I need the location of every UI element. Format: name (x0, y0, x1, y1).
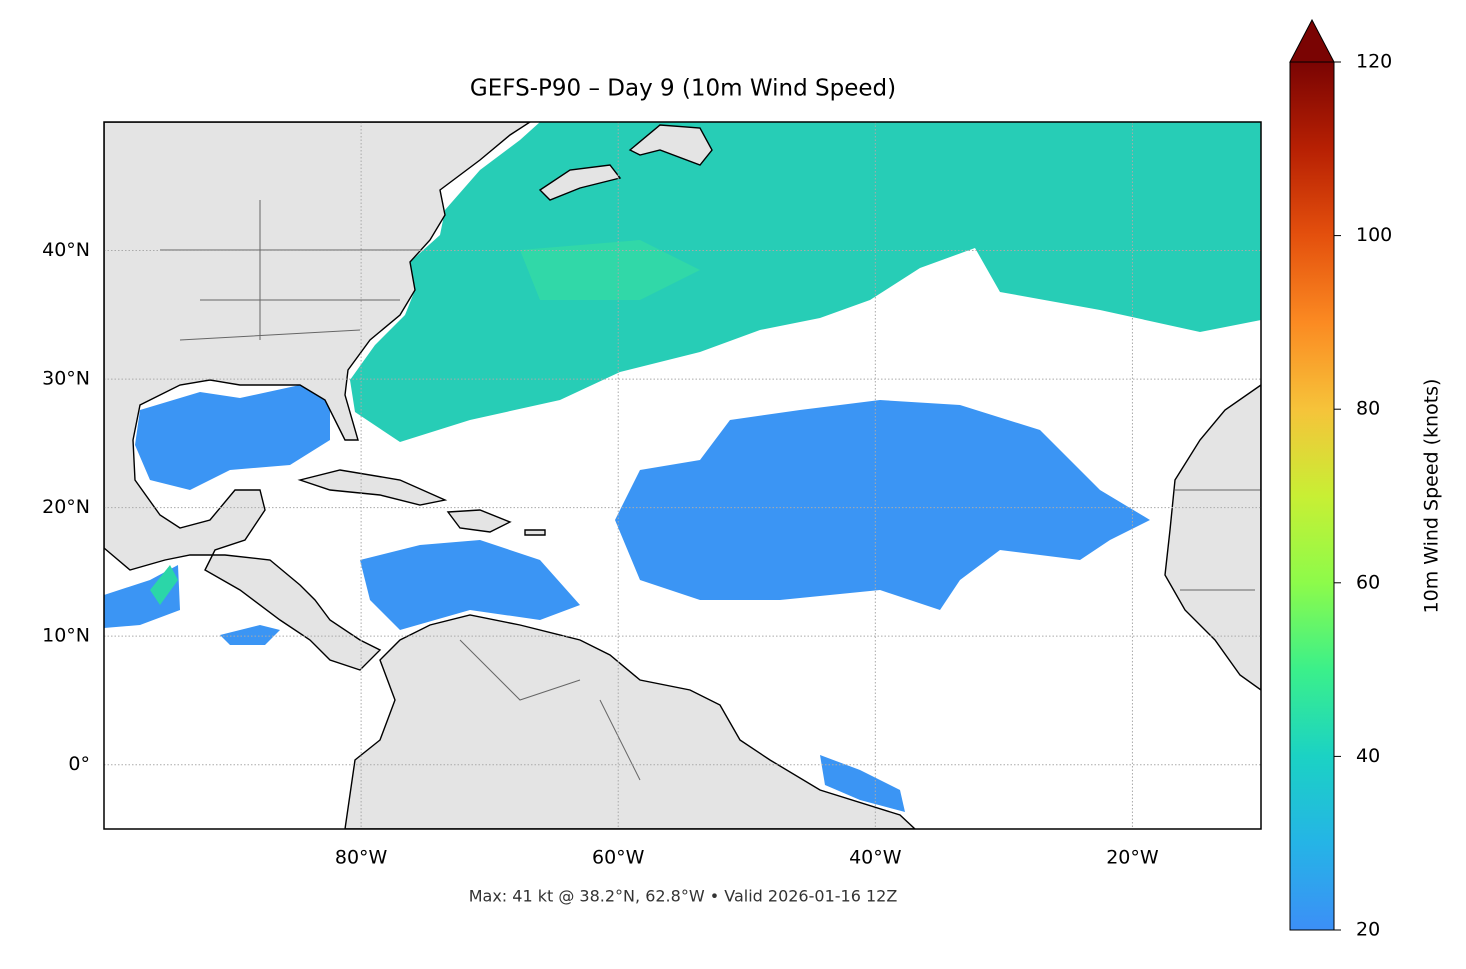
x-tick-label: 20°W (1106, 847, 1159, 869)
map-area (104, 122, 1261, 829)
africa (1164, 384, 1261, 691)
colorbar-tick-label: 20 (1356, 919, 1380, 941)
x-tick-label: 60°W (592, 847, 645, 869)
wind-region (350, 122, 1261, 442)
colorbar (1290, 62, 1334, 930)
wind-field (104, 122, 1261, 812)
wind-region (820, 755, 905, 812)
colorbar-tick-label: 60 (1356, 571, 1380, 593)
wind-region (220, 625, 280, 645)
nova-scotia (538, 164, 622, 201)
footnote: Max: 41 kt @ 38.2°N, 62.8°W • Valid 2026… (469, 887, 898, 906)
wind-region (135, 385, 330, 490)
wind-region (615, 400, 1150, 610)
colorbar-tick-label: 100 (1356, 224, 1392, 246)
colorbar-frame (1289, 61, 1335, 931)
y-tick-label: 0° (68, 753, 90, 775)
hispaniola (446, 509, 512, 533)
x-tick-label: 40°W (849, 847, 902, 869)
land (104, 122, 1261, 829)
colorbar-tick-label: 120 (1356, 51, 1392, 73)
puerto-rico (524, 529, 546, 536)
y-tick-label: 40°N (42, 239, 90, 261)
colorbar-label: 10m Wind Speed (knots) (1421, 379, 1443, 614)
x-tick-label: 80°W (335, 847, 388, 869)
colorbar-tick-label: 80 (1356, 398, 1380, 420)
south-america (344, 614, 917, 829)
y-tick-label: 10°N (42, 625, 90, 647)
wind-region (520, 240, 700, 300)
map-frame (103, 121, 1262, 830)
colorbar-tick-label: 40 (1356, 745, 1380, 767)
cuba (297, 469, 448, 506)
y-tick-label: 20°N (42, 496, 90, 518)
y-tick-label: 30°N (42, 368, 90, 390)
grid (104, 122, 1261, 829)
map-title: GEFS-P90 – Day 9 (10m Wind Speed) (470, 76, 896, 102)
colorbar-extend (1289, 18, 1335, 63)
newfoundland (628, 124, 713, 166)
north-america (104, 122, 532, 671)
wind-region (150, 565, 178, 605)
wind-region (360, 540, 580, 630)
country-borders (160, 200, 1261, 781)
